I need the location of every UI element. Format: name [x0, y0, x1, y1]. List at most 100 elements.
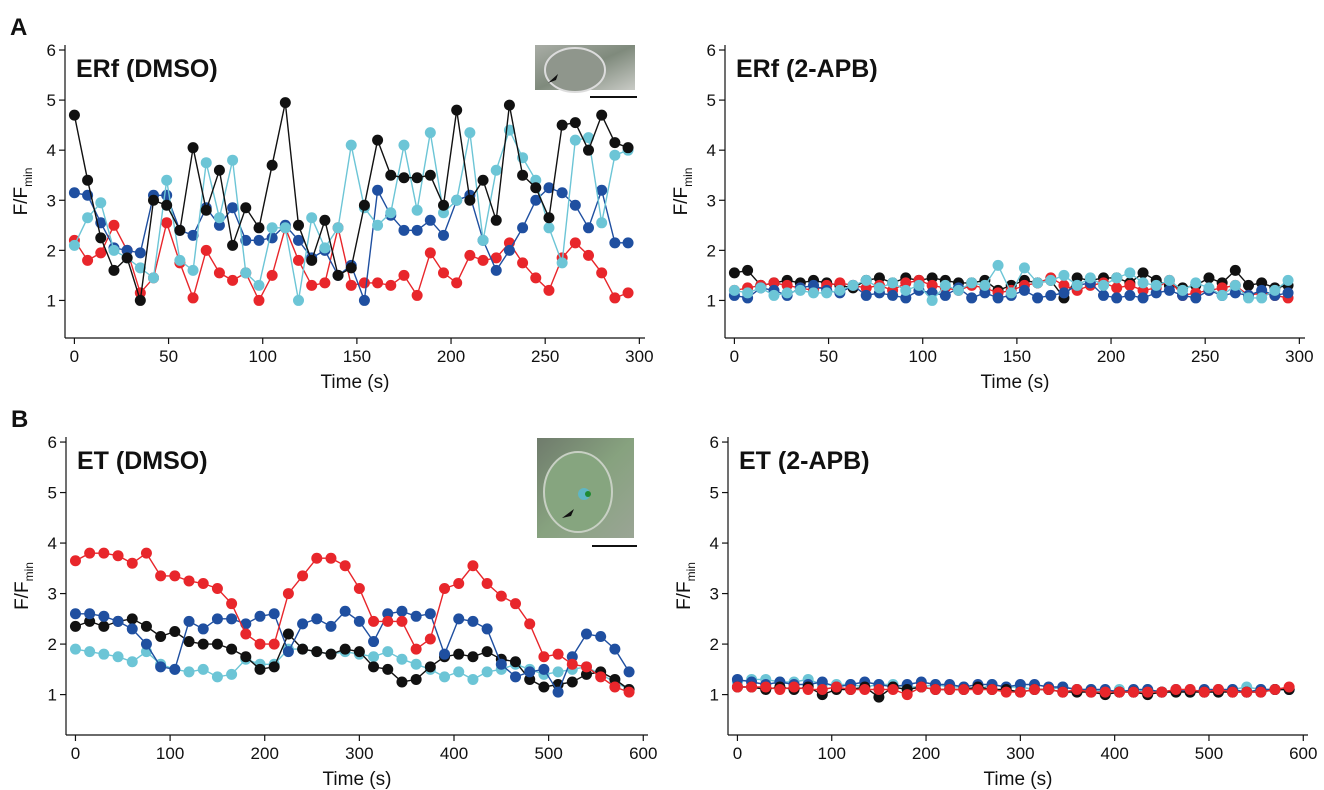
- x-tick-label: 600: [629, 744, 657, 763]
- data-point: [266, 222, 278, 234]
- y-axis-label-sub: min: [684, 562, 698, 581]
- data-point: [297, 618, 309, 630]
- data-point: [609, 237, 621, 249]
- data-point: [268, 608, 280, 620]
- x-tick-label: 100: [156, 744, 184, 763]
- data-point: [1018, 284, 1030, 296]
- data-point: [226, 668, 238, 680]
- series-line: [75, 552, 630, 693]
- data-point: [438, 199, 450, 211]
- data-point: [1212, 684, 1224, 696]
- data-point: [887, 277, 899, 289]
- data-point: [385, 279, 397, 291]
- data-point: [112, 615, 124, 627]
- data-point: [569, 117, 581, 129]
- data-point: [187, 264, 199, 276]
- data-point: [211, 613, 223, 625]
- data-point: [306, 254, 318, 266]
- data-point: [411, 172, 423, 184]
- data-point: [112, 651, 124, 663]
- data-point: [174, 254, 186, 266]
- data-point: [240, 202, 252, 214]
- data-point: [345, 262, 357, 274]
- data-point: [552, 686, 564, 698]
- data-point: [424, 127, 436, 139]
- data-point: [439, 648, 451, 660]
- data-point: [1014, 678, 1026, 690]
- data-point: [82, 212, 94, 224]
- data-point: [1156, 686, 1168, 698]
- data-point: [200, 204, 212, 216]
- data-point: [424, 169, 436, 181]
- data-point: [583, 144, 595, 156]
- data-point: [424, 633, 436, 645]
- data-point: [524, 618, 536, 630]
- data-point: [623, 666, 635, 678]
- data-point: [297, 570, 309, 582]
- data-point: [226, 598, 238, 610]
- data-point: [1098, 289, 1110, 301]
- data-point: [453, 577, 465, 589]
- data-point: [566, 658, 578, 670]
- data-point: [1058, 287, 1070, 299]
- data-point: [69, 643, 81, 655]
- data-point: [121, 252, 133, 264]
- data-point: [293, 234, 305, 246]
- data-point: [240, 267, 252, 279]
- data-point: [126, 613, 138, 625]
- data-point: [253, 279, 265, 291]
- data-point: [439, 583, 451, 595]
- x-axis-label: Time (s): [981, 372, 1050, 393]
- data-point: [1005, 287, 1017, 299]
- data-point: [368, 636, 380, 648]
- x-tick-label: 150: [1003, 347, 1031, 366]
- data-point: [126, 623, 138, 635]
- y-tick-label: 2: [707, 241, 716, 260]
- data-point: [467, 615, 479, 627]
- data-point: [1018, 262, 1030, 274]
- data-point: [490, 264, 502, 276]
- data-point: [580, 661, 592, 673]
- data-point: [68, 187, 80, 199]
- data-point: [266, 159, 278, 171]
- data-point: [411, 289, 423, 301]
- data-point: [566, 676, 578, 688]
- data-point: [268, 638, 280, 650]
- data-point: [887, 684, 899, 696]
- data-point: [187, 292, 199, 304]
- x-tick-label: 0: [71, 744, 80, 763]
- data-point: [543, 212, 555, 224]
- y-axis-label-sub: min: [21, 168, 35, 187]
- data-point: [411, 224, 423, 236]
- data-point: [873, 691, 885, 703]
- data-point: [213, 164, 225, 176]
- data-point: [774, 684, 786, 696]
- series-line: [737, 686, 1290, 696]
- data-point: [623, 686, 635, 698]
- data-point: [622, 287, 634, 299]
- data-point: [254, 663, 266, 675]
- data-point: [1111, 292, 1123, 304]
- data-point: [353, 583, 365, 595]
- data-point: [240, 651, 252, 663]
- data-point: [503, 99, 515, 111]
- data-point: [1255, 686, 1267, 698]
- data-point: [788, 681, 800, 693]
- data-point: [396, 653, 408, 665]
- y-tick-label: 1: [710, 686, 719, 705]
- data-point: [495, 658, 507, 670]
- data-point: [992, 259, 1004, 271]
- data-point: [319, 242, 331, 254]
- y-tick-label: 2: [710, 635, 719, 654]
- data-point: [1163, 284, 1175, 296]
- y-axis-label: F/Fmin: [12, 562, 36, 610]
- y-tick-label: 2: [48, 635, 57, 654]
- x-tick-label: 200: [251, 744, 279, 763]
- data-point: [95, 232, 107, 244]
- data-point: [464, 249, 476, 261]
- data-point: [596, 109, 608, 121]
- x-axis-label: Time (s): [323, 769, 392, 790]
- data-point: [372, 277, 384, 289]
- data-point: [226, 643, 238, 655]
- data-point: [187, 142, 199, 154]
